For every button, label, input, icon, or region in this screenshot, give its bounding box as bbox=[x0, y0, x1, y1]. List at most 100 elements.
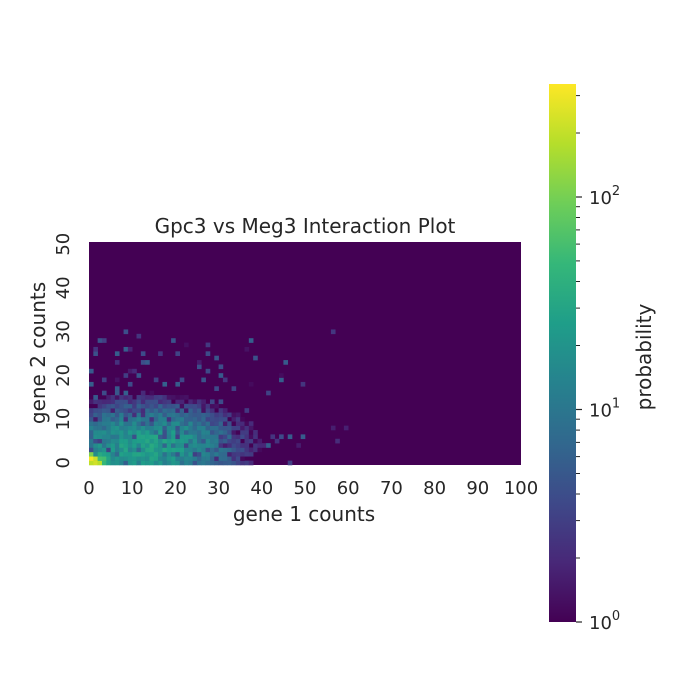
heatmap-cell bbox=[89, 381, 94, 387]
heatmap-cell bbox=[140, 425, 146, 431]
heatmap-cell bbox=[93, 421, 98, 426]
heatmap-cell bbox=[222, 377, 228, 383]
heatmap-cell bbox=[97, 425, 103, 431]
heatmap-cell bbox=[214, 438, 219, 444]
heatmap-cell bbox=[132, 443, 137, 448]
heatmap-cell bbox=[145, 408, 150, 413]
heatmap-cell bbox=[201, 434, 206, 440]
heatmap-cell bbox=[123, 408, 129, 413]
heatmap-cell bbox=[114, 416, 120, 422]
heatmap-cell bbox=[110, 416, 116, 422]
heatmap-cell bbox=[184, 443, 189, 448]
heatmap-cell bbox=[132, 434, 137, 440]
heatmap-cell bbox=[106, 421, 111, 426]
heatmap-cell bbox=[175, 451, 181, 457]
heatmap-cell bbox=[197, 438, 202, 444]
heatmap-cell bbox=[222, 451, 228, 457]
heatmap-cell bbox=[240, 447, 245, 453]
heatmap-cell bbox=[127, 368, 133, 374]
heatmap-cell bbox=[106, 416, 111, 422]
heatmap-cell bbox=[106, 447, 111, 453]
heatmap-cell bbox=[231, 443, 237, 448]
heatmap-cell bbox=[140, 390, 146, 396]
heatmap-cell bbox=[179, 395, 185, 400]
heatmap-cell bbox=[218, 456, 224, 461]
heatmap-cell bbox=[188, 399, 193, 405]
heatmap-cell bbox=[93, 408, 98, 413]
heatmap-cell bbox=[218, 421, 224, 426]
heatmap-cell bbox=[171, 456, 176, 461]
heatmap-cell bbox=[300, 381, 306, 387]
heatmap-cell bbox=[136, 412, 142, 418]
heatmap-cell bbox=[214, 412, 219, 418]
heatmap-cell bbox=[227, 412, 232, 418]
heatmap-cell bbox=[114, 377, 120, 383]
heatmap-cell bbox=[140, 451, 146, 457]
heatmap-cell bbox=[127, 447, 133, 453]
heatmap-cell bbox=[209, 443, 215, 448]
heatmap-cell bbox=[123, 395, 129, 400]
heatmap-cell bbox=[136, 373, 142, 378]
heatmap-cell bbox=[166, 434, 172, 440]
heatmap-cell bbox=[175, 395, 181, 400]
heatmap-cell bbox=[136, 434, 142, 440]
heatmap-cell bbox=[110, 430, 116, 435]
heatmap-cell bbox=[205, 456, 211, 461]
heatmap-cell bbox=[132, 368, 137, 374]
heatmap-cell bbox=[136, 416, 142, 422]
heatmap-cell bbox=[101, 399, 107, 405]
heatmap-cell bbox=[119, 421, 124, 426]
heatmap-cell bbox=[119, 412, 124, 418]
heatmap-cell bbox=[149, 421, 155, 426]
heatmap-cell bbox=[201, 438, 206, 444]
heatmap-cell bbox=[244, 451, 250, 457]
heatmap-cell bbox=[110, 408, 116, 413]
x-tick-label: 40 bbox=[250, 478, 273, 499]
heatmap-cell bbox=[179, 399, 185, 405]
heatmap-cell bbox=[110, 460, 116, 466]
heatmap-cell bbox=[106, 395, 111, 400]
heatmap-cell bbox=[171, 438, 176, 444]
heatmap-cell bbox=[253, 447, 258, 453]
heatmap-cell bbox=[140, 430, 146, 435]
heatmap-cell bbox=[205, 416, 211, 422]
heatmap-cell bbox=[192, 443, 198, 448]
heatmap-cell bbox=[158, 430, 163, 435]
x-tick-label: 80 bbox=[423, 478, 446, 499]
heatmap-cell bbox=[235, 412, 241, 418]
heatmap-cell bbox=[149, 456, 155, 461]
heatmap-cell bbox=[218, 412, 224, 418]
heatmap-cell bbox=[145, 451, 150, 457]
heatmap-cell bbox=[114, 430, 120, 435]
heatmap-cell bbox=[201, 451, 206, 457]
heatmap-cell bbox=[188, 430, 193, 435]
heatmap-cell bbox=[175, 456, 181, 461]
heatmap-cell bbox=[93, 456, 98, 461]
heatmap-cell bbox=[123, 329, 129, 335]
heatmap-cell bbox=[209, 434, 215, 440]
heatmap-cell bbox=[110, 403, 116, 409]
heatmap-cell bbox=[179, 416, 185, 422]
heatmap-cell bbox=[214, 456, 219, 461]
x-axis-label: gene 1 counts bbox=[233, 502, 375, 526]
heatmap-cell bbox=[205, 460, 211, 466]
heatmap-cell bbox=[149, 395, 155, 400]
heatmap-cell bbox=[153, 421, 159, 426]
heatmap-cell bbox=[179, 451, 185, 457]
heatmap-cell bbox=[227, 430, 232, 435]
y-tick-label: 0 bbox=[53, 457, 74, 468]
heatmap-cell bbox=[110, 451, 116, 457]
heatmap-cell bbox=[209, 412, 215, 418]
heatmap-cell bbox=[166, 399, 172, 405]
heatmap-cell bbox=[110, 443, 116, 448]
heatmap-cell bbox=[149, 412, 155, 418]
heatmap-cell bbox=[287, 460, 293, 466]
heatmap-cell bbox=[166, 443, 172, 448]
heatmap-cell bbox=[101, 338, 107, 343]
heatmap-cell bbox=[119, 408, 124, 413]
heatmap-cell bbox=[218, 443, 224, 448]
heatmap-cell bbox=[158, 434, 163, 440]
heatmap-cell bbox=[136, 408, 142, 413]
heatmap bbox=[89, 242, 521, 466]
heatmap-cell bbox=[300, 434, 306, 440]
